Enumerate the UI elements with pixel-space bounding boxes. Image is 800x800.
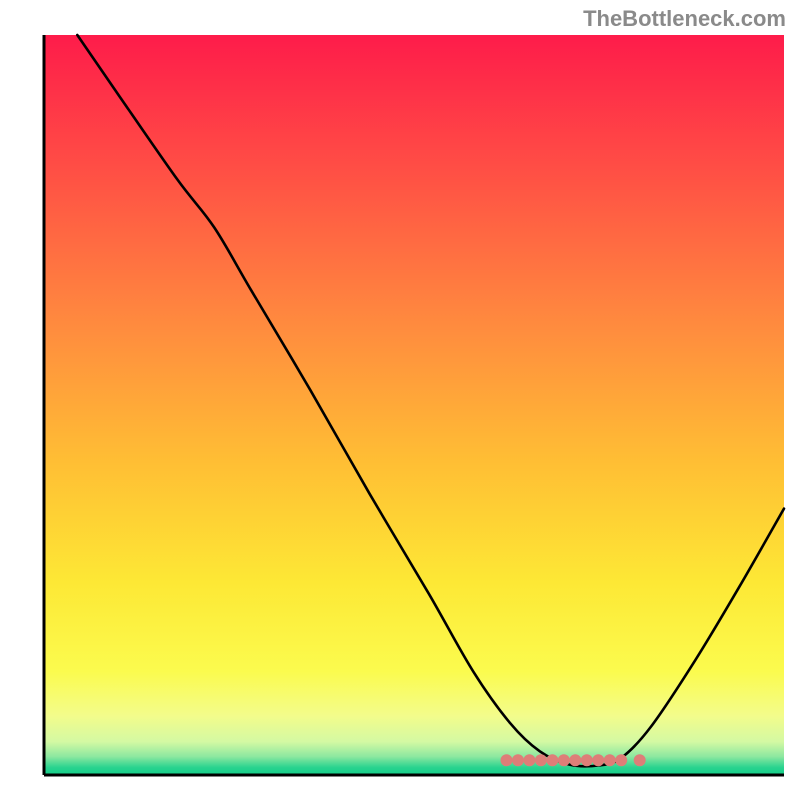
marker-dot xyxy=(512,754,524,766)
marker-dot xyxy=(634,754,646,766)
marker-dot xyxy=(581,754,593,766)
marker-dot xyxy=(501,754,513,766)
bottleneck-curve-chart xyxy=(0,0,800,800)
watermark-text: TheBottleneck.com xyxy=(583,6,786,32)
marker-dot xyxy=(535,754,547,766)
marker-dot xyxy=(615,754,627,766)
marker-dot xyxy=(569,754,581,766)
marker-dot xyxy=(592,754,604,766)
chart-container: TheBottleneck.com xyxy=(0,0,800,800)
marker-dot xyxy=(558,754,570,766)
marker-dot xyxy=(523,754,535,766)
marker-dot xyxy=(604,754,616,766)
marker-dot xyxy=(546,754,558,766)
